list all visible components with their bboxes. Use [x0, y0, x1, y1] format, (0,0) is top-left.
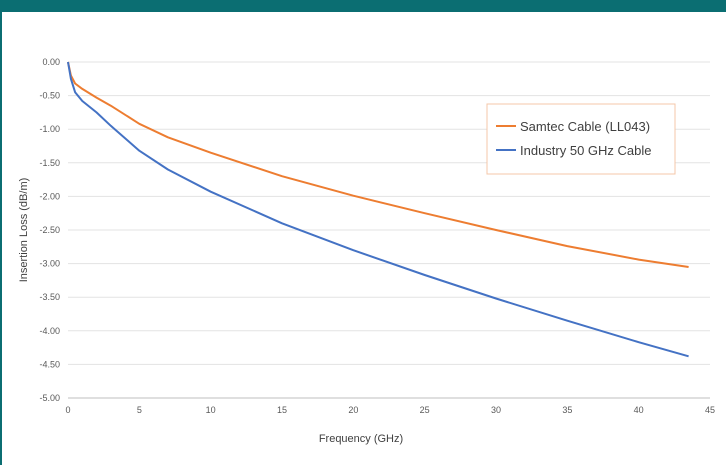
- y-tick-label: -3.50: [39, 292, 60, 302]
- legend-label-industry-cable: Industry 50 GHz Cable: [520, 143, 652, 158]
- y-tick-label: -3.00: [39, 259, 60, 269]
- x-tick-label: 15: [277, 405, 287, 415]
- y-axis-title: Insertion Loss (dB/m): [18, 178, 30, 283]
- y-tick-label: -2.50: [39, 225, 60, 235]
- x-tick-label: 45: [705, 405, 715, 415]
- y-tick-label: -2.00: [39, 191, 60, 201]
- series-line-industry-cable: [67, 61, 689, 358]
- legend-label-samtec-cable: Samtec Cable (LL043): [520, 119, 650, 134]
- y-tick-label: -1.50: [39, 158, 60, 168]
- y-tick-label: 0.00: [42, 57, 60, 67]
- top-color-band: [0, 0, 726, 12]
- y-tick-label: -0.50: [39, 91, 60, 101]
- legend-box: [486, 103, 676, 175]
- y-tick-label: -1.00: [39, 124, 60, 134]
- y-tick-label: -5.00: [39, 393, 60, 403]
- x-tick-label: 10: [206, 405, 216, 415]
- left-color-border: [0, 12, 2, 465]
- x-tick-label: 5: [137, 405, 142, 415]
- x-tick-label: 20: [348, 405, 358, 415]
- grid-layer: [68, 61, 710, 399]
- x-tick-label: 25: [420, 405, 430, 415]
- x-tick-label: 35: [562, 405, 572, 415]
- series-line-samtec-cable: [67, 61, 689, 268]
- y-tick-label: -4.50: [39, 359, 60, 369]
- tick-label-layer: 0.00 -0.50 -1.00 -1.50 -2.00 -2.50 -3.00 -3.50 -…: [39, 57, 715, 415]
- x-axis-title: Frequency (GHz): [319, 433, 403, 445]
- x-tick-label: 40: [634, 405, 644, 415]
- series-layer: [67, 61, 689, 358]
- legend: Samtec Cable (LL043) Industry 50 GHz Cab…: [486, 103, 676, 175]
- y-tick-label: -4.00: [39, 326, 60, 336]
- x-tick-label: 30: [491, 405, 501, 415]
- x-tick-label: 0: [65, 405, 70, 415]
